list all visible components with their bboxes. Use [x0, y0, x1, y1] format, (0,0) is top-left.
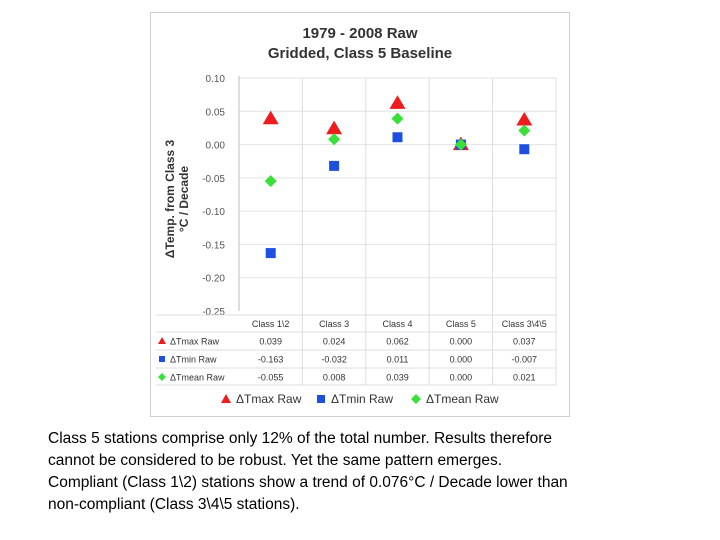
legend-marker — [317, 395, 325, 403]
legend-label: ΔTmean Raw — [426, 392, 499, 406]
data-value-label: 0.039 — [259, 337, 282, 347]
data-point-triangle — [326, 120, 343, 135]
chart-title: 1979 - 2008 Raw — [302, 25, 417, 42]
y-axis-label-units: °C / Decade — [177, 166, 191, 232]
legend-label: ΔTmin Raw — [331, 392, 393, 406]
category-label: Class 1\2 — [252, 319, 290, 329]
y-tick-label: 0.10 — [206, 74, 226, 85]
data-value-label: 0.011 — [387, 355, 409, 365]
data-value-label: 0.021 — [513, 373, 536, 383]
data-point-diamond — [391, 112, 404, 125]
chart-svg: 1979 - 2008 Raw Gridded, Class 5 Baseline… — [156, 25, 557, 406]
y-tick-label: -0.05 — [202, 174, 225, 185]
y-tick-label: -0.15 — [202, 240, 225, 251]
legend-marker — [411, 394, 421, 404]
data-value-label: 0.039 — [386, 373, 409, 383]
legend-label: ΔTmax Raw — [236, 392, 302, 406]
table-series-name: ΔTmax Raw — [170, 337, 220, 347]
caption-line-2: cannot be considered to be robust. Yet t… — [48, 452, 503, 469]
table-series-name: ΔTmean Raw — [170, 373, 225, 383]
chart-panel: 1979 - 2008 Raw Gridded, Class 5 Baseline… — [150, 12, 570, 417]
data-value-label: 0.037 — [513, 337, 536, 347]
caption: Class 5 stations comprise only 12% of th… — [48, 428, 678, 516]
chart-subtitle: Gridded, Class 5 Baseline — [268, 45, 452, 62]
data-point-square — [265, 248, 276, 259]
data-value-label: 0.000 — [450, 373, 473, 383]
table-legend-key — [159, 356, 165, 362]
y-axis-label: ΔTemp. from Class 3 — [163, 139, 177, 258]
caption-line-4: non-compliant (Class 3\4\5 stations). — [48, 496, 300, 513]
data-point-diamond — [264, 175, 277, 188]
data-value-label: 0.062 — [386, 337, 409, 347]
data-point-square — [519, 144, 530, 155]
legend-marker — [221, 394, 231, 403]
data-value-label: 0.000 — [450, 355, 473, 365]
data-point-triangle — [516, 111, 533, 126]
data-value-label: -0.007 — [512, 355, 538, 365]
data-value-label: -0.055 — [258, 373, 284, 383]
data-point-diamond — [328, 133, 341, 146]
caption-line-1: Class 5 stations comprise only 12% of th… — [48, 430, 552, 447]
data-value-label: 0.008 — [323, 373, 346, 383]
data-value-label: -0.163 — [258, 355, 284, 365]
y-tick-label: 0.00 — [206, 141, 226, 152]
y-tick-label: -0.25 — [202, 307, 225, 318]
data-point-square — [392, 132, 403, 143]
y-tick-label: 0.05 — [206, 107, 226, 118]
category-label: Class 3\4\5 — [502, 319, 547, 329]
table-series-name: ΔTmin Raw — [170, 355, 217, 365]
caption-line-3: Compliant (Class 1\2) stations show a tr… — [48, 474, 568, 491]
data-point-triangle — [262, 110, 279, 125]
data-value-label: -0.032 — [321, 355, 347, 365]
data-value-label: 0.000 — [450, 337, 473, 347]
y-tick-label: -0.20 — [202, 274, 225, 285]
data-point-diamond — [518, 124, 531, 137]
data-point-triangle — [389, 95, 406, 109]
y-tick-label: -0.10 — [202, 207, 225, 218]
category-label: Class 4 — [382, 319, 412, 329]
category-label: Class 3 — [319, 319, 349, 329]
data-value-label: 0.024 — [323, 337, 346, 347]
table-legend-key — [158, 337, 166, 344]
table-legend-key — [158, 373, 166, 381]
data-point-diamond — [454, 138, 467, 151]
category-label: Class 5 — [446, 319, 476, 329]
data-point-square — [329, 160, 340, 171]
